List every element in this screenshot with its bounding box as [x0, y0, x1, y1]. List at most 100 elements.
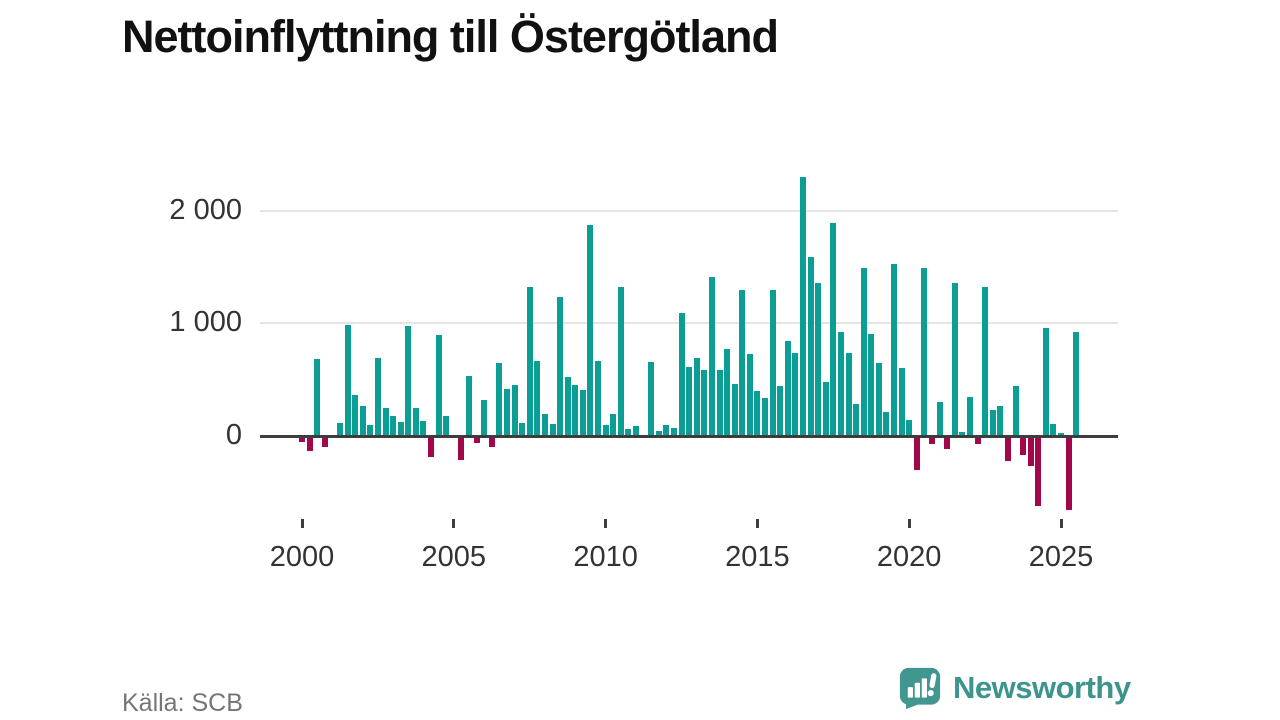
bar-2022-q4 [989, 410, 996, 436]
bar-2025-q3 [1073, 332, 1080, 436]
bar-2016-q4 [807, 257, 814, 436]
bar-2014-q2 [731, 384, 738, 436]
bar-2000-q4 [321, 436, 328, 448]
bar-2017-q2 [822, 381, 829, 436]
brand-name: Newsworthy [953, 670, 1131, 705]
bar-2012-q1 [663, 425, 670, 436]
chart-title: Nettoinflyttning till Östergötland [122, 11, 779, 62]
bar-2018-q4 [868, 334, 875, 436]
bar-2007-q2 [519, 422, 526, 436]
bar-2012-q3 [678, 313, 685, 436]
bar-2007-q1 [511, 385, 518, 436]
bar-2020-q2 [913, 436, 920, 470]
bar-2023-q4 [1020, 436, 1026, 456]
bar-2006-q4 [503, 389, 510, 436]
bar-2004-q3 [435, 335, 442, 436]
bar-2007-q4 [534, 360, 541, 436]
bar-2009-q3 [587, 225, 594, 436]
bar-2010-q2 [610, 413, 617, 436]
x-tick-label-2010: 2010 [573, 541, 638, 573]
bar-2023-q3 [1012, 385, 1019, 436]
bar-2004-q2 [428, 436, 434, 458]
bar-2002-q4 [382, 407, 389, 436]
bar-2023-q1 [997, 405, 1004, 436]
bar-2020-q1 [906, 420, 913, 436]
x-tick-label-2020: 2020 [876, 541, 942, 573]
bar-2016-q2 [792, 352, 799, 436]
source-label: Källa: SCB [122, 689, 243, 717]
bar-2018-q2 [853, 404, 860, 436]
bar-2003-q2 [397, 421, 404, 436]
bar-2021-q1 [936, 402, 943, 436]
bar-2001-q3 [344, 325, 351, 436]
bar-2001-q2 [336, 423, 343, 436]
bar-2014-q3 [739, 290, 746, 436]
bar-2021-q3 [951, 283, 958, 436]
bar-2016-q1 [784, 341, 791, 436]
x-tick-label-2015: 2015 [725, 541, 790, 573]
y-tick-label: 0 [225, 419, 242, 451]
bar-2011-q1 [633, 425, 639, 436]
x-tick-2015 [755, 519, 759, 528]
bar-2012-q4 [686, 367, 693, 436]
x-tick-2025 [1059, 519, 1063, 528]
bar-2002-q2 [367, 424, 374, 436]
bar-2009-q4 [595, 360, 601, 436]
bar-2005-q3 [466, 376, 472, 436]
x-tick-label-2005: 2005 [421, 541, 487, 573]
bar-2006-q2 [488, 436, 495, 447]
bar-2015-q3 [769, 289, 776, 436]
bar-2004-q4 [443, 416, 450, 436]
x-axis-zero-line [260, 434, 1118, 438]
bar-2009-q2 [579, 390, 586, 436]
bar-2024-q2 [1035, 436, 1042, 507]
bar-2017-q3 [830, 223, 837, 436]
bar-2021-q4 [959, 431, 966, 436]
bar-2013-q2 [701, 369, 708, 436]
bar-2015-q2 [762, 398, 768, 436]
bar-2022-q2 [974, 436, 981, 444]
bar-2000-q2 [306, 436, 313, 451]
bar-2024-q1 [1027, 436, 1034, 467]
y-gridline [260, 322, 1118, 325]
bar-2009-q1 [572, 384, 579, 436]
bar-2003-q4 [412, 408, 419, 436]
x-tick-label-2025: 2025 [1028, 541, 1094, 573]
bar-2015-q4 [777, 386, 784, 436]
x-tick-2020 [907, 519, 911, 528]
bar-2024-q4 [1050, 424, 1057, 436]
bar-2014-q1 [724, 349, 730, 436]
bar-2010-q1 [602, 424, 609, 436]
bar-2013-q1 [693, 358, 700, 436]
bar-2008-q2 [549, 424, 556, 436]
bar-2007-q3 [526, 286, 533, 436]
bar-2024-q3 [1042, 328, 1049, 436]
bar-2003-q3 [405, 326, 412, 436]
bar-2006-q3 [496, 363, 503, 436]
brand-footer: Newsworthy [899, 667, 1131, 709]
bar-2019-q1 [875, 362, 882, 436]
bar-2022-q1 [966, 396, 973, 436]
y-tick-label: 1 000 [169, 306, 242, 339]
bar-2019-q3 [891, 263, 897, 436]
bar-2022-q3 [982, 286, 989, 436]
bar-2000-q3 [314, 359, 321, 436]
bar-2000-q1 [299, 436, 305, 442]
bar-2008-q1 [541, 413, 548, 436]
bar-2011-q4 [655, 430, 662, 436]
bar-2008-q3 [557, 297, 564, 436]
x-tick-2000 [300, 519, 304, 528]
bar-2019-q4 [898, 367, 905, 436]
bar-2011-q3 [648, 362, 655, 436]
bar-2025-q2 [1065, 436, 1072, 510]
bar-2010-q3 [617, 287, 624, 436]
bar-2013-q4 [716, 369, 723, 436]
bar-2015-q1 [754, 390, 761, 436]
bar-2020-q4 [929, 436, 935, 444]
bar-2005-q4 [473, 436, 480, 443]
bar-2002-q1 [359, 406, 366, 436]
x-tick-2005 [452, 519, 456, 528]
bar-2008-q4 [564, 376, 571, 436]
bar-2014-q4 [746, 353, 753, 436]
